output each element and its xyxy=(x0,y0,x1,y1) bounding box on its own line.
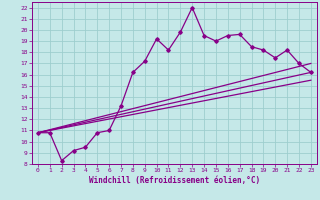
X-axis label: Windchill (Refroidissement éolien,°C): Windchill (Refroidissement éolien,°C) xyxy=(89,176,260,185)
